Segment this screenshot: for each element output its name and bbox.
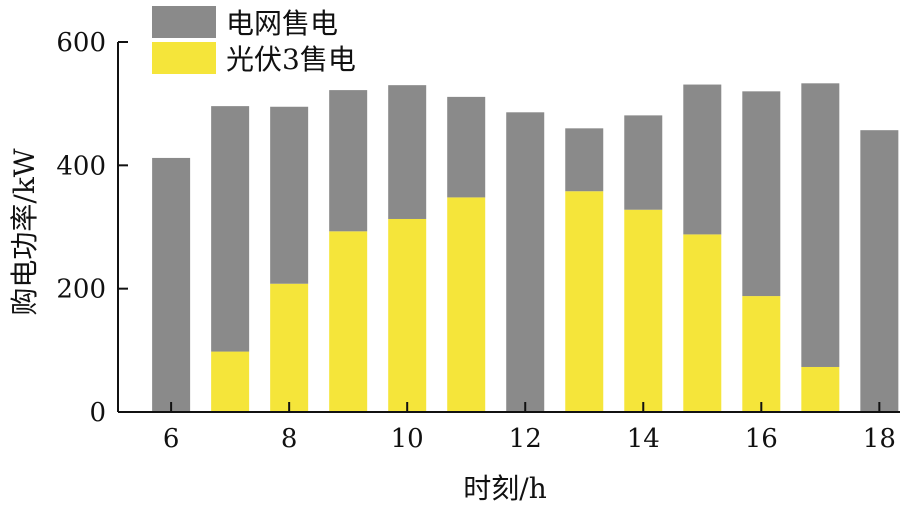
bar-grid-11: [447, 96, 486, 198]
legend-swatch: [152, 6, 216, 38]
x-tick-label: 8: [281, 424, 298, 454]
bar-grid-15: [683, 84, 722, 235]
x-tick-label: 10: [391, 424, 424, 454]
y-tick-label: 600: [56, 28, 106, 58]
bar-pv3-13: [565, 191, 604, 412]
x-tick-label: 6: [163, 424, 180, 454]
bar-pv3-17: [801, 366, 840, 412]
bar-pv3-10: [388, 218, 427, 412]
y-tick-label: 0: [89, 398, 106, 428]
bar-grid-18: [860, 130, 899, 412]
bar-grid-17: [801, 83, 840, 367]
bar-grid-9: [329, 90, 368, 232]
x-tick-label: 14: [627, 424, 660, 454]
bar-grid-6: [152, 157, 191, 412]
bar-pv3-9: [329, 231, 368, 412]
axes-layer: [117, 42, 900, 413]
x-tick-label: 18: [863, 424, 896, 454]
bar-grid-16: [742, 91, 781, 297]
x-tick-label: 12: [509, 424, 542, 454]
bar-grid-7: [211, 106, 250, 352]
x-tick-label: 16: [745, 424, 778, 454]
bar-pv3-8: [270, 283, 309, 412]
bar-grid-14: [624, 115, 663, 210]
legend-label: 光伏3售电: [226, 43, 356, 76]
bar-pv3-7: [211, 351, 250, 412]
ticks-layer: 0 200 400 600 6 8 10 12 14 16 18: [56, 28, 896, 454]
x-axis-label: 时刻/h: [463, 472, 546, 505]
y-tick-label: 400: [56, 151, 106, 181]
bar-grid-13: [565, 128, 604, 192]
bar-grid-8: [270, 106, 309, 284]
legend-label: 电网售电: [226, 7, 338, 40]
bar-pv3-14: [624, 209, 663, 412]
bar-pv3-15: [683, 234, 722, 412]
bar-grid-10: [388, 85, 427, 219]
y-axis-label: 购电功率/kW: [8, 148, 41, 315]
bar-grid-12: [506, 112, 545, 413]
bar-pv3-11: [447, 197, 486, 412]
bars-layer: [152, 83, 899, 413]
legend-swatch: [152, 42, 216, 74]
bar-pv3-16: [742, 296, 781, 412]
y-tick-label: 200: [56, 275, 106, 305]
